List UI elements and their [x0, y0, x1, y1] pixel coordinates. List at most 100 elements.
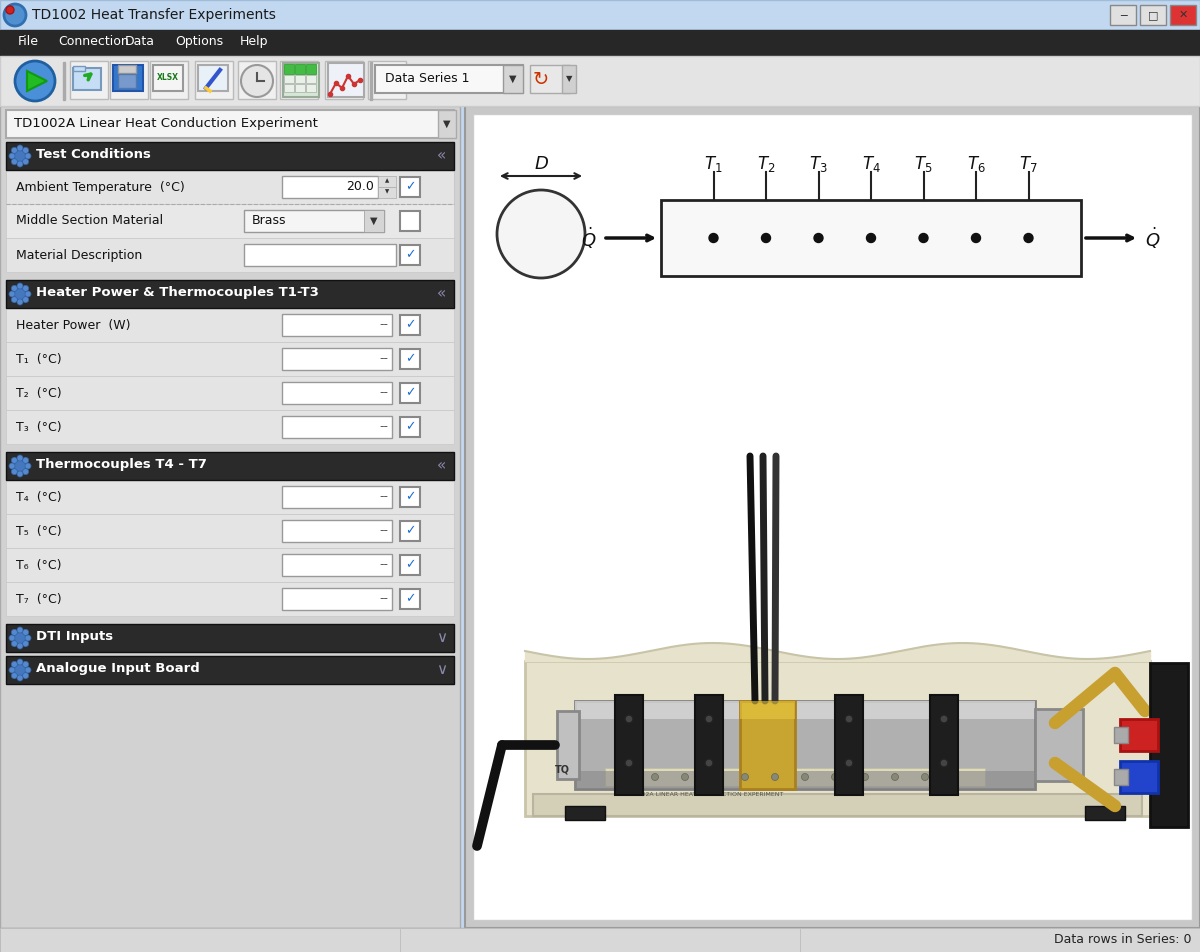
- Bar: [1110, 5, 1136, 25]
- Circle shape: [622, 773, 629, 781]
- Bar: [118, 74, 136, 88]
- Text: ▼: ▼: [443, 119, 451, 129]
- Bar: [526, 661, 1150, 816]
- Circle shape: [922, 773, 929, 781]
- Text: T₁  (°C): T₁ (°C): [16, 352, 61, 366]
- Bar: [6, 624, 454, 652]
- Circle shape: [11, 159, 17, 165]
- Bar: [695, 695, 722, 795]
- Circle shape: [772, 773, 779, 781]
- Circle shape: [709, 233, 718, 243]
- Bar: [295, 84, 305, 92]
- Text: Data Series 1: Data Series 1: [385, 72, 469, 86]
- Text: $T_1$: $T_1$: [704, 154, 722, 174]
- Bar: [6, 142, 454, 170]
- Bar: [400, 349, 420, 369]
- Text: TD1002A LINEAR HEAT CONDUCTION EXPERIMENT: TD1002A LINEAR HEAT CONDUCTION EXPERIMEN…: [625, 792, 784, 797]
- Circle shape: [23, 662, 29, 667]
- Text: $T_7$: $T_7$: [1019, 154, 1038, 174]
- Text: ✓: ✓: [404, 352, 415, 366]
- Text: Middle Section Material: Middle Section Material: [16, 214, 163, 228]
- Bar: [1150, 663, 1188, 827]
- Bar: [930, 695, 958, 795]
- Bar: [6, 376, 454, 410]
- Bar: [378, 176, 396, 187]
- Circle shape: [6, 6, 14, 14]
- Bar: [306, 84, 316, 92]
- Text: Options: Options: [175, 35, 223, 48]
- Text: --: --: [379, 592, 388, 605]
- Circle shape: [14, 61, 55, 101]
- Circle shape: [11, 297, 17, 303]
- Circle shape: [845, 759, 853, 767]
- Text: Test Conditions: Test Conditions: [36, 148, 151, 161]
- Text: $\dot{Q}$: $\dot{Q}$: [581, 226, 596, 250]
- Bar: [835, 695, 863, 795]
- Text: ✓: ✓: [404, 421, 415, 433]
- Text: ∨: ∨: [437, 662, 448, 677]
- Bar: [284, 64, 294, 74]
- Circle shape: [10, 463, 14, 469]
- Text: ✓: ✓: [404, 319, 415, 331]
- Text: T₆  (°C): T₆ (°C): [16, 559, 61, 571]
- Bar: [284, 75, 294, 83]
- Circle shape: [23, 457, 29, 464]
- Text: $T_6$: $T_6$: [967, 154, 985, 174]
- Circle shape: [25, 463, 31, 469]
- Bar: [6, 238, 454, 272]
- Circle shape: [866, 233, 876, 243]
- Circle shape: [10, 635, 14, 641]
- Bar: [280, 61, 318, 99]
- Circle shape: [892, 773, 899, 781]
- Bar: [1140, 5, 1166, 25]
- Text: T₃  (°C): T₃ (°C): [16, 421, 61, 433]
- Text: --: --: [379, 490, 388, 504]
- Text: ✓: ✓: [404, 592, 415, 605]
- Bar: [110, 61, 148, 99]
- Circle shape: [11, 286, 17, 291]
- Circle shape: [845, 715, 853, 723]
- Bar: [6, 170, 454, 204]
- Circle shape: [14, 288, 26, 300]
- Circle shape: [706, 715, 713, 723]
- Bar: [6, 548, 454, 582]
- Bar: [616, 695, 643, 795]
- Bar: [282, 520, 392, 542]
- Bar: [438, 110, 456, 138]
- Bar: [400, 417, 420, 437]
- Text: ─: ─: [1120, 10, 1127, 20]
- Bar: [1034, 709, 1084, 781]
- Text: --: --: [379, 421, 388, 433]
- Bar: [282, 416, 392, 438]
- Bar: [6, 204, 454, 238]
- Bar: [473, 114, 1192, 920]
- Circle shape: [712, 773, 719, 781]
- Bar: [503, 65, 523, 93]
- Circle shape: [23, 286, 29, 291]
- Bar: [282, 382, 392, 404]
- Bar: [575, 701, 1034, 719]
- Bar: [1114, 727, 1128, 743]
- Bar: [70, 61, 108, 99]
- Circle shape: [11, 673, 17, 679]
- Circle shape: [14, 632, 26, 644]
- Circle shape: [10, 153, 14, 159]
- Text: File: File: [18, 35, 38, 48]
- Circle shape: [23, 673, 29, 679]
- Bar: [6, 342, 454, 376]
- Text: $T_4$: $T_4$: [862, 154, 881, 174]
- Bar: [1114, 769, 1128, 785]
- Bar: [530, 65, 570, 93]
- Circle shape: [17, 145, 23, 151]
- Text: $T_2$: $T_2$: [757, 154, 775, 174]
- Bar: [400, 245, 420, 265]
- Bar: [282, 176, 378, 198]
- Text: Help: Help: [240, 35, 269, 48]
- Circle shape: [625, 759, 634, 767]
- Text: ✓: ✓: [404, 559, 415, 571]
- Text: --: --: [379, 559, 388, 571]
- Circle shape: [17, 627, 23, 633]
- Text: ↻: ↻: [533, 69, 550, 89]
- Text: $D$: $D$: [534, 155, 548, 173]
- Circle shape: [862, 773, 869, 781]
